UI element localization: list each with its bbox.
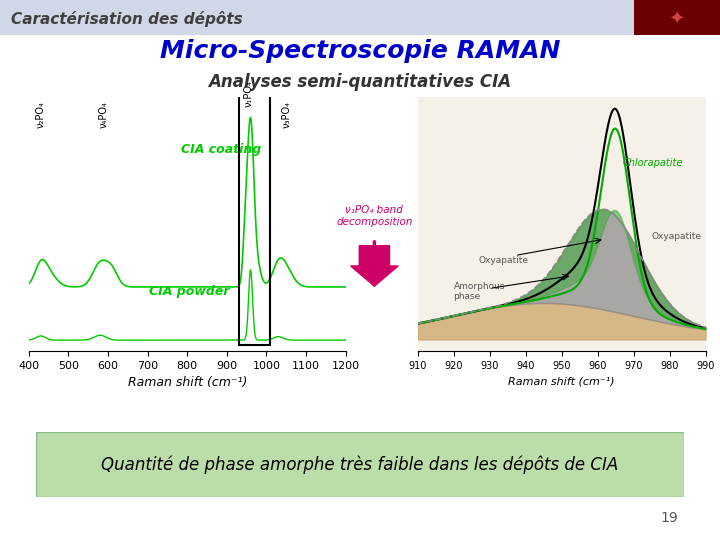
Text: 19: 19 [661, 511, 678, 525]
Text: ν₄PO₄: ν₄PO₄ [99, 101, 109, 127]
Text: Analyses semi-quantitatives CIA: Analyses semi-quantitatives CIA [208, 73, 512, 91]
Text: ν₁PO₄: ν₁PO₄ [243, 80, 253, 107]
Text: Oxyapatite: Oxyapatite [652, 232, 701, 241]
Text: ✦: ✦ [669, 8, 685, 27]
Bar [239, 91, 271, 345]
Text: CIA powder: CIA powder [149, 285, 230, 298]
Text: Micro-Spectroscopie RAMAN: Micro-Spectroscopie RAMAN [160, 39, 560, 63]
Text: ν₃PO₄: ν₃PO₄ [282, 100, 291, 127]
Text: ν₂PO₄: ν₂PO₄ [36, 101, 45, 127]
Text: Caractérisation des dépôts: Caractérisation des dépôts [11, 11, 243, 28]
FancyArrow shape [351, 246, 398, 286]
X-axis label: Raman shift (cm⁻¹): Raman shift (cm⁻¹) [127, 376, 247, 389]
X-axis label: Raman shift (cm⁻¹): Raman shift (cm⁻¹) [508, 376, 615, 386]
Text: Oxyapatite: Oxyapatite [479, 256, 528, 265]
Text: CIA coating: CIA coating [181, 143, 261, 156]
Text: Chlorapatite: Chlorapatite [623, 158, 683, 168]
Text: Quantité de phase amorphe très faible dans les dépôts de CIA: Quantité de phase amorphe très faible da… [102, 455, 618, 474]
Text: Amorphous
phase: Amorphous phase [454, 282, 505, 301]
Text: ν₁PO₄ band
decomposition: ν₁PO₄ band decomposition [336, 205, 413, 227]
